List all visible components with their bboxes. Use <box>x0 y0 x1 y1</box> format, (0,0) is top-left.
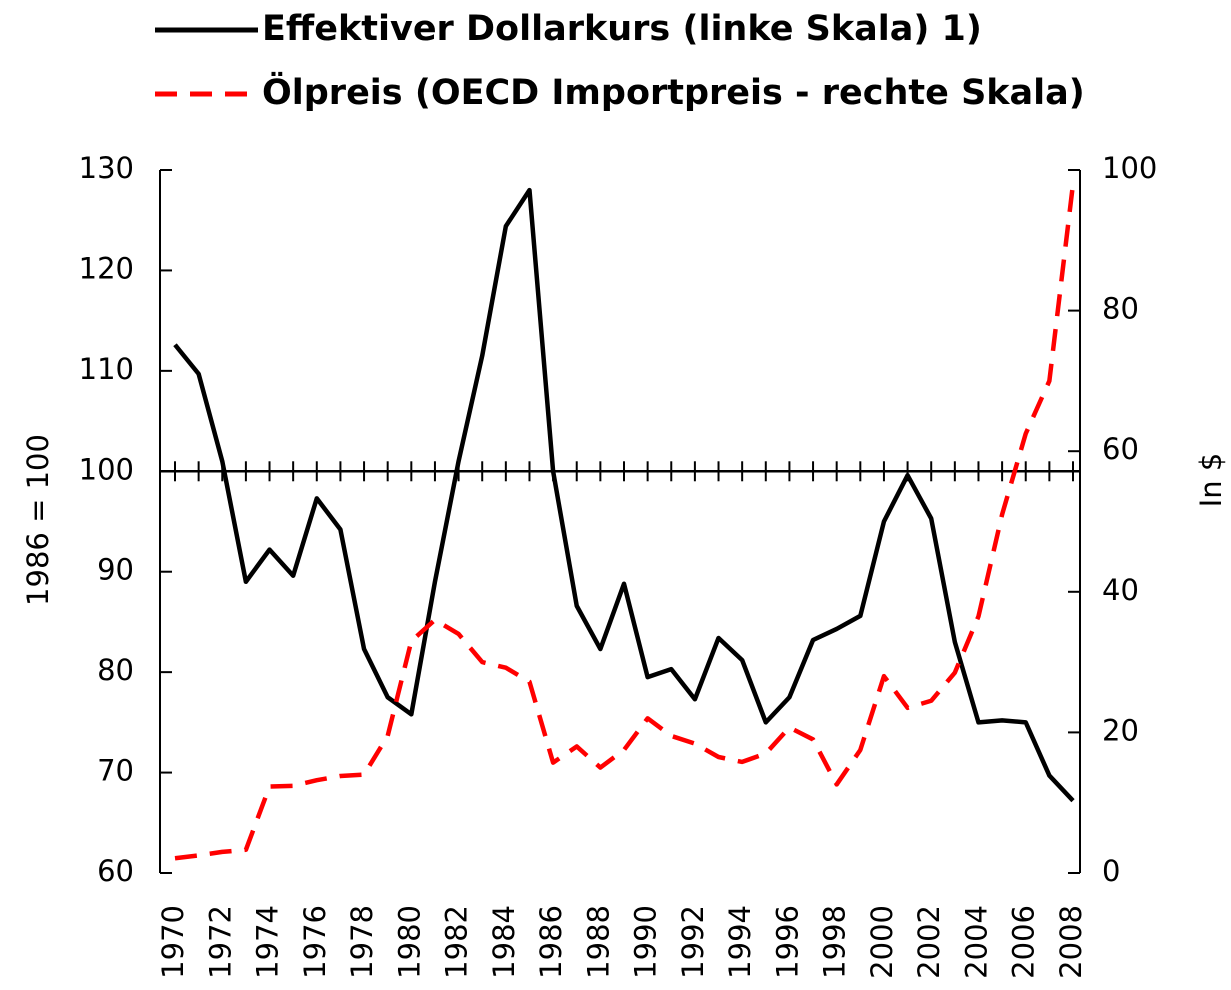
series-line <box>173 187 1075 803</box>
x-tick-label: 2002 <box>912 905 946 979</box>
x-tick-label: 1972 <box>203 905 237 979</box>
y-tick-label: 80 <box>97 653 134 687</box>
y2-tick-label: 20 <box>1102 713 1139 747</box>
y-tick-label: 130 <box>79 151 134 185</box>
y-axis-label: 1986 = 100 <box>21 434 55 606</box>
x-tick-label: 1978 <box>345 905 379 979</box>
y-tick-label: 70 <box>97 754 134 788</box>
x-tick-label: 2000 <box>865 905 899 979</box>
x-tick-label: 1990 <box>629 905 663 979</box>
legend-entry: Ölpreis (OECD Importpreis - rechte Skala… <box>262 71 1085 113</box>
series-line <box>174 183 1076 861</box>
y-tick-label: 120 <box>79 251 134 285</box>
x-tick-label: 1998 <box>818 905 852 979</box>
y-tick-label: 100 <box>79 452 134 486</box>
x-tick-label: 1994 <box>723 905 757 979</box>
x-tick-label: 1996 <box>770 905 804 979</box>
y2-tick-label: 0 <box>1102 854 1120 888</box>
legend-entry: Effektiver Dollarkurs (linke Skala) 1) <box>262 9 982 49</box>
y2-tick-label: 40 <box>1102 573 1139 607</box>
x-tick-label: 1974 <box>251 905 285 979</box>
x-tick-label: 1982 <box>440 905 474 979</box>
x-tick-label: 1976 <box>298 905 332 979</box>
x-tick-label: 2004 <box>959 905 993 979</box>
x-tick-label: 1992 <box>676 905 710 979</box>
y2-tick-label: 100 <box>1102 151 1157 185</box>
x-tick-label: 1980 <box>392 905 426 979</box>
x-tick-label: 1984 <box>487 905 521 979</box>
y-tick-label: 90 <box>97 553 134 587</box>
x-tick-label: 1970 <box>156 905 190 979</box>
y2-tick-label: 60 <box>1102 432 1139 466</box>
y2-tick-label: 80 <box>1102 292 1139 326</box>
x-tick-label: 1986 <box>534 905 568 979</box>
y-tick-label: 60 <box>97 854 134 888</box>
y2-axis-label: In $ <box>1194 453 1228 508</box>
y-tick-label: 110 <box>79 352 134 386</box>
x-tick-label: 2006 <box>1007 905 1041 979</box>
x-tick-label: 2008 <box>1054 905 1088 979</box>
x-tick-label: 1988 <box>581 905 615 979</box>
